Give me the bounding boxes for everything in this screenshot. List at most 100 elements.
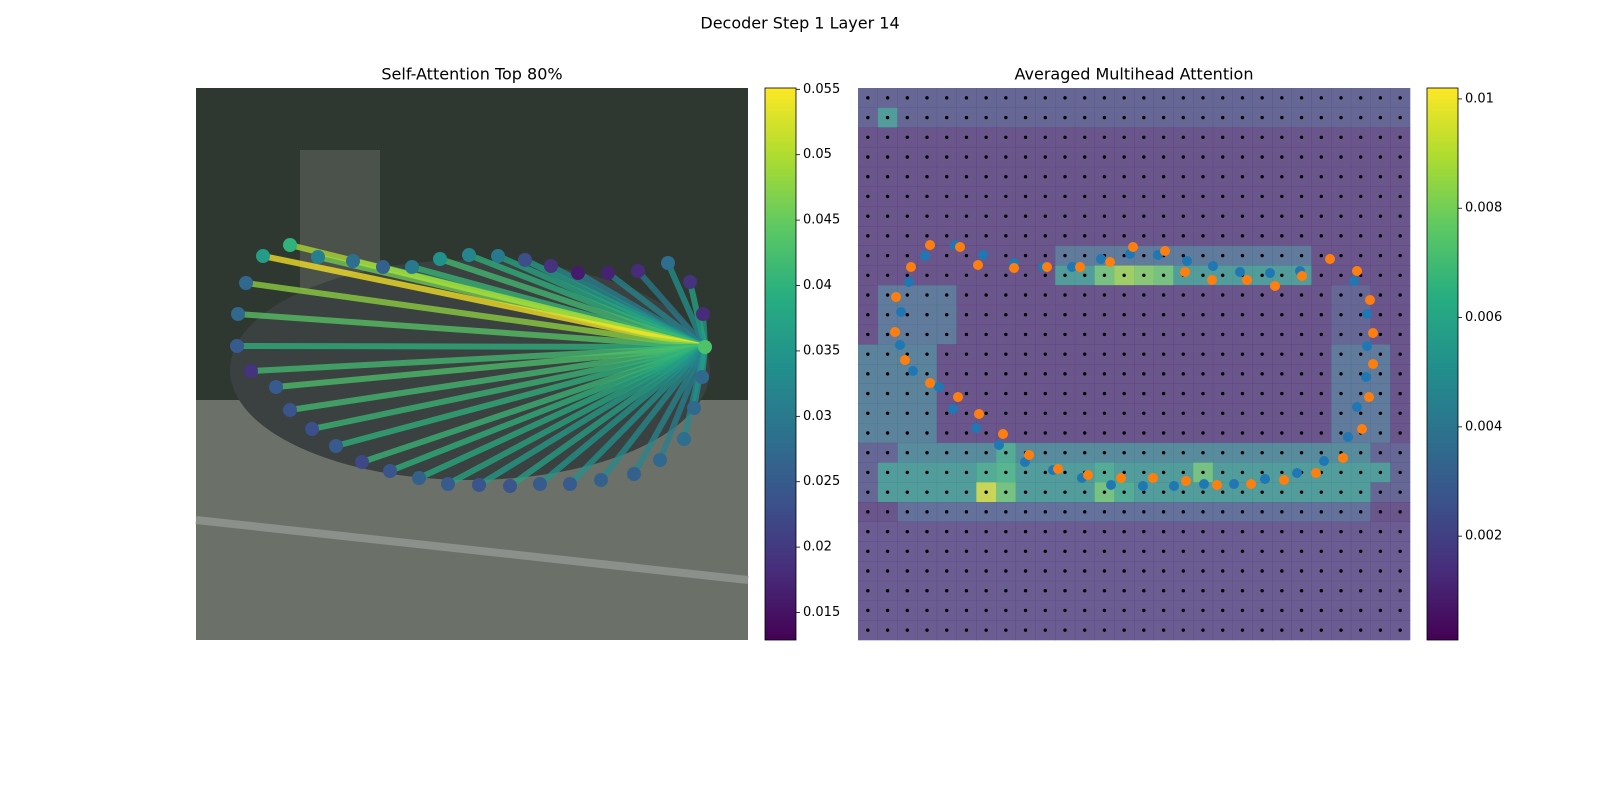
grid-point [1102,490,1107,494]
grid-point [1319,549,1323,553]
contour-point [1365,295,1375,305]
grid-point [1240,589,1245,593]
grid-point [1240,194,1245,199]
grid-point [1102,273,1107,277]
grid-point [1142,411,1146,415]
point [631,264,645,278]
grid-point [984,273,988,277]
grid-point [1260,273,1264,277]
grid-point [945,529,949,534]
grid-point [866,175,870,179]
grid-point [1083,372,1087,376]
grid-point [1063,135,1067,139]
grid-point [1063,431,1067,435]
contour-point [1319,456,1329,466]
point [683,275,697,289]
attention-edge [538,344,707,487]
grid-point [1260,293,1264,297]
grid-point [1280,135,1284,139]
grid-point [945,451,949,455]
point [412,471,426,485]
grid-point [885,510,890,514]
grid-point [1359,628,1363,632]
grid-point [1181,135,1185,139]
grid-point [1142,253,1146,258]
contour-point [971,423,981,433]
grid-point [1004,372,1008,376]
colorbar-tick-label: 0.03 [803,409,832,424]
grid-point [984,451,988,455]
grid-point [1023,313,1028,317]
grid-point [1063,293,1067,297]
grid-point [1260,372,1264,376]
grid-point [1083,549,1087,553]
grid-point [1240,391,1245,396]
grid-point [1122,313,1126,317]
grid-point [1280,214,1284,218]
grid-point [1221,194,1225,199]
colorbar-tick-label: 0.04 [803,278,832,293]
grid-point [1221,569,1225,573]
grid-point [1339,155,1343,159]
grid-point [1319,372,1323,376]
grid-point [1023,155,1028,159]
grid-point [945,569,949,573]
grid-point [1004,135,1008,139]
contour-point [1207,275,1217,285]
grid-point [945,96,949,100]
grid-point [1280,451,1284,455]
grid-point [1122,372,1126,376]
grid-point [1122,431,1126,435]
grid-point [1181,470,1185,475]
grid-point [1122,155,1126,159]
grid-point [866,273,870,277]
grid-point [925,313,929,317]
grid-point [1063,372,1067,376]
grid-point [905,628,909,632]
grid-point [1260,214,1264,218]
grid-point [1260,529,1264,534]
grid-point [866,96,870,100]
grid-point [1319,352,1323,356]
grid-point [964,549,969,553]
grid-point [1004,115,1008,120]
grid-point [964,96,969,100]
colorbar-tick-label: 0.05 [803,147,832,162]
grid-point [1102,510,1107,514]
grid-point [866,608,870,613]
attention-edge [417,344,707,481]
grid-point [1319,608,1323,613]
grid-point [1122,194,1126,199]
grid-point [925,352,929,356]
grid-point [866,411,870,415]
grid-point [1378,628,1383,632]
grid-point [945,273,949,277]
contour-point [1297,271,1307,281]
grid-point [1102,549,1107,553]
grid-point [1083,214,1087,218]
grid-point [885,313,890,317]
grid-point [1221,273,1225,277]
grid-point [1280,411,1284,415]
grid-point [1023,608,1028,613]
grid-point [1083,135,1087,139]
grid-point [885,549,890,553]
grid-point [925,96,929,100]
grid-point [1181,175,1185,179]
contour-point [1138,481,1148,491]
grid-point [1142,115,1146,120]
grid-point [984,529,988,534]
grid-point [1023,234,1028,238]
grid-point [1142,273,1146,277]
grid-point [1043,293,1047,297]
grid-point [1181,234,1185,238]
grid-point [1378,608,1383,613]
grid-point [1221,115,1225,120]
contour-point [925,240,935,250]
grid-point [1043,135,1047,139]
grid-point [1102,332,1107,337]
grid-point [1063,313,1067,317]
grid-point [1122,470,1126,475]
grid-point [1063,194,1067,199]
grid-point [1280,529,1284,534]
